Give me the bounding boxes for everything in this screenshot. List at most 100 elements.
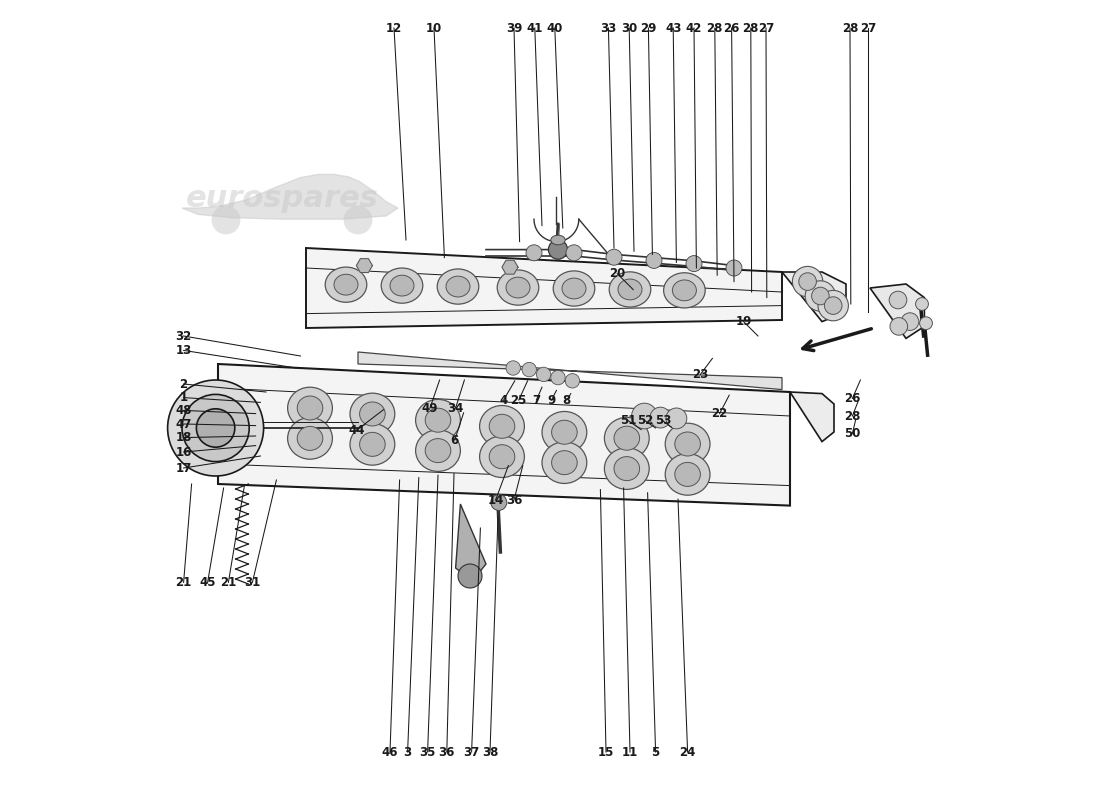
Text: 20: 20: [609, 267, 625, 280]
Text: 30: 30: [621, 22, 637, 34]
Circle shape: [549, 240, 568, 259]
Ellipse shape: [614, 457, 639, 481]
Ellipse shape: [480, 436, 525, 478]
Text: 19: 19: [736, 315, 751, 328]
Ellipse shape: [506, 277, 530, 298]
Ellipse shape: [672, 280, 696, 301]
Text: 17: 17: [176, 462, 191, 474]
Text: 12: 12: [386, 22, 403, 34]
Text: 33: 33: [601, 22, 616, 34]
Ellipse shape: [326, 267, 366, 302]
Text: 7: 7: [532, 394, 540, 406]
Text: 29: 29: [640, 22, 657, 34]
Ellipse shape: [497, 270, 539, 305]
Ellipse shape: [490, 414, 515, 438]
Text: 28: 28: [844, 410, 860, 422]
Text: 27: 27: [860, 22, 877, 34]
Ellipse shape: [674, 462, 701, 486]
Text: 31: 31: [244, 576, 261, 589]
Ellipse shape: [416, 399, 461, 441]
Ellipse shape: [382, 268, 422, 303]
Circle shape: [901, 313, 918, 330]
Circle shape: [666, 408, 686, 429]
Text: 43: 43: [666, 22, 681, 34]
Text: 5: 5: [651, 746, 660, 758]
Ellipse shape: [297, 396, 322, 420]
Text: 11: 11: [621, 746, 638, 758]
Text: 26: 26: [724, 22, 740, 34]
Circle shape: [812, 287, 829, 305]
Text: 37: 37: [463, 746, 480, 758]
Circle shape: [197, 409, 234, 447]
Circle shape: [506, 361, 520, 375]
Text: 16: 16: [175, 446, 191, 458]
Text: 3: 3: [404, 746, 411, 758]
Text: 13: 13: [176, 344, 191, 357]
Text: 46: 46: [382, 746, 398, 758]
Text: 4: 4: [499, 394, 508, 406]
Ellipse shape: [437, 269, 478, 304]
Text: 22: 22: [712, 407, 728, 420]
Text: 32: 32: [176, 330, 191, 342]
Ellipse shape: [287, 387, 332, 429]
Text: 34: 34: [448, 402, 464, 414]
Ellipse shape: [416, 430, 461, 471]
Circle shape: [182, 394, 250, 462]
Circle shape: [805, 281, 836, 311]
Text: 35: 35: [419, 746, 436, 758]
Text: 39: 39: [506, 22, 522, 34]
Text: 49: 49: [421, 402, 438, 414]
Circle shape: [211, 206, 241, 234]
Text: 9: 9: [548, 394, 556, 406]
Text: 15: 15: [597, 746, 614, 758]
Ellipse shape: [666, 423, 710, 465]
Text: 18: 18: [175, 431, 191, 444]
Polygon shape: [502, 260, 518, 274]
Ellipse shape: [562, 278, 586, 299]
Ellipse shape: [553, 271, 595, 306]
Circle shape: [672, 438, 701, 466]
Text: 1: 1: [179, 391, 188, 404]
Circle shape: [631, 403, 657, 429]
Circle shape: [792, 266, 823, 297]
Text: 50: 50: [844, 427, 860, 440]
Ellipse shape: [297, 426, 322, 450]
PathPatch shape: [782, 272, 846, 322]
PathPatch shape: [306, 248, 782, 328]
Ellipse shape: [542, 442, 586, 483]
Text: 40: 40: [547, 22, 563, 34]
Text: 41: 41: [527, 22, 543, 34]
Text: 28: 28: [742, 22, 759, 34]
Ellipse shape: [287, 418, 332, 459]
Circle shape: [167, 380, 264, 476]
Text: 28: 28: [842, 22, 858, 34]
Ellipse shape: [609, 272, 651, 307]
Ellipse shape: [551, 420, 578, 444]
Text: 2: 2: [179, 378, 188, 390]
Text: 21: 21: [220, 576, 236, 589]
Ellipse shape: [360, 432, 385, 456]
Text: eurospares: eurospares: [514, 416, 706, 445]
Text: 14: 14: [487, 494, 504, 506]
Polygon shape: [182, 174, 398, 219]
Text: 38: 38: [482, 746, 498, 758]
Ellipse shape: [334, 274, 358, 295]
Ellipse shape: [551, 450, 578, 474]
Ellipse shape: [663, 273, 705, 308]
Ellipse shape: [618, 279, 642, 300]
Text: 36: 36: [439, 746, 455, 758]
Circle shape: [551, 370, 565, 385]
Text: 26: 26: [844, 392, 860, 405]
Circle shape: [915, 298, 928, 310]
Circle shape: [920, 317, 933, 330]
Ellipse shape: [426, 408, 451, 432]
Circle shape: [491, 494, 507, 510]
Text: 25: 25: [510, 394, 527, 406]
Ellipse shape: [350, 393, 395, 434]
Text: 42: 42: [685, 22, 702, 34]
Circle shape: [818, 290, 848, 321]
Circle shape: [343, 206, 373, 234]
Text: 53: 53: [654, 414, 671, 427]
Text: eurospares: eurospares: [186, 184, 378, 213]
Circle shape: [566, 245, 582, 261]
